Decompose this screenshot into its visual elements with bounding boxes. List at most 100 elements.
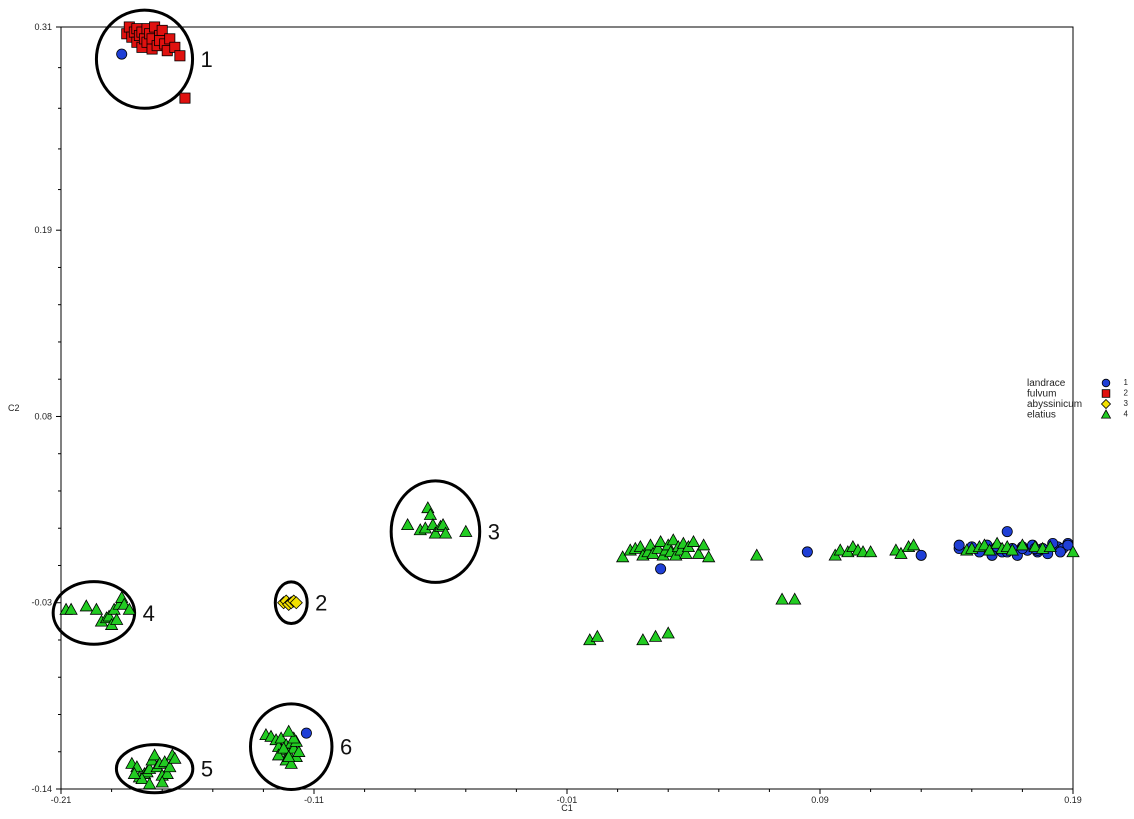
elatius-point (643, 538, 658, 551)
y-tick-label: 0.19 (34, 225, 52, 235)
fulvum-point (179, 92, 191, 104)
cluster-3-ellipse (389, 479, 482, 584)
legend-label-abyssinicum: abyssinicum (1027, 399, 1082, 410)
legend-marker-fulvum (1101, 389, 1111, 398)
landrace-point (801, 546, 813, 558)
elatius-point (287, 731, 301, 744)
legend-label-elatius: elatius (1027, 410, 1056, 421)
elatius-point (661, 626, 675, 639)
cluster-6-label: 6 (340, 735, 352, 760)
elatius-point (122, 602, 136, 615)
legend-code-elatius: 4 (1124, 410, 1129, 419)
y-tick-label: 0.08 (34, 411, 52, 421)
elatius-point (127, 766, 142, 779)
cluster-3-label: 3 (488, 520, 500, 545)
series-elatius (59, 501, 1080, 790)
landrace-point (1001, 526, 1013, 538)
elatius-point (906, 538, 921, 551)
elatius-point (653, 534, 668, 547)
legend-marker-abyssinicum (1100, 398, 1112, 410)
elatius-point (276, 741, 291, 754)
fulvum-point (174, 50, 186, 62)
landrace-point (300, 727, 312, 739)
elatius-point (894, 546, 908, 559)
elatius-point (686, 534, 701, 547)
elatius-point (679, 546, 693, 559)
elatius-point (426, 518, 440, 531)
elatius-point (438, 526, 453, 539)
elatius-point (147, 748, 162, 761)
data-points (59, 21, 1080, 790)
elatius-point (1028, 540, 1042, 553)
legend-label-landrace: landrace (1027, 378, 1066, 389)
y-axis-label: C2 (8, 403, 20, 413)
elatius-point (282, 750, 296, 763)
x-axis-label: C1 (561, 803, 573, 813)
elatius-point (633, 540, 648, 553)
elatius-point (833, 543, 847, 556)
legend-code-abyssinicum: 3 (1124, 399, 1129, 408)
elatius-point (79, 599, 93, 612)
x-tick-label: -0.11 (304, 795, 324, 805)
elatius-point (89, 602, 104, 615)
landrace-point (655, 563, 667, 575)
elatius-point (163, 760, 177, 773)
x-tick-label: 0.19 (1064, 795, 1082, 805)
cluster-1-ellipse (94, 8, 195, 110)
elatius-point (274, 731, 288, 744)
legend-code-fulvum: 2 (1124, 389, 1129, 398)
cluster-5-label: 5 (201, 757, 213, 782)
elatius-point (982, 543, 997, 556)
elatius-point (666, 533, 680, 546)
y-tick-label: -0.03 (31, 598, 52, 608)
cluster-annotations: 1 2 3 4 5 6 (51, 8, 500, 795)
series-fulvum (121, 21, 191, 104)
elatius-point (423, 507, 438, 520)
elatius-point (160, 766, 174, 779)
axes: -0.21 -0.11 -0.01 0.09 0.19 -0.14 -0.03 0.08 0.1… (31, 22, 1081, 805)
elatius-point (615, 550, 630, 563)
legend-code-landrace: 1 (1124, 378, 1129, 387)
legend-label-fulvum: fulvum (1027, 389, 1056, 400)
elatius-point (400, 518, 415, 531)
elatius-point (436, 518, 450, 531)
x-tick-label: 0.09 (811, 795, 829, 805)
y-tick-label: 0.31 (34, 22, 52, 32)
elatius-point (282, 724, 296, 737)
fulvum-point (156, 24, 168, 36)
elatius-point (142, 777, 157, 790)
elatius-point (702, 550, 716, 563)
elatius-point (292, 744, 306, 757)
x-tick-label: -0.21 (51, 795, 72, 805)
elatius-point (1015, 538, 1030, 551)
elatius-point (775, 592, 789, 605)
elatius-point (155, 775, 169, 788)
elatius-point (691, 546, 706, 559)
elatius-point (788, 592, 802, 605)
cluster-5-ellipse (114, 743, 195, 795)
landrace-point (915, 549, 927, 561)
landrace-point (953, 539, 965, 551)
series-abyssinicum (277, 594, 303, 611)
elatius-point (271, 748, 286, 761)
elatius-point (284, 756, 298, 769)
elatius-point (1066, 545, 1080, 558)
elatius-point (696, 538, 711, 551)
elatius-point (750, 548, 764, 561)
elatius-point (590, 629, 605, 642)
abyssinicum-point (289, 596, 303, 610)
cluster-6-ellipse (248, 702, 334, 792)
legend-marker-landrace (1101, 378, 1111, 388)
plot-frame (60, 26, 1074, 790)
elatius-point (459, 524, 473, 537)
cluster-2-label: 2 (315, 591, 327, 616)
elatius-point (102, 609, 116, 622)
elatius-point (636, 633, 650, 646)
legend: landrace 1 fulvum 2 abyssinicum 3 elatius 4 (1027, 378, 1129, 421)
elatius-point (648, 629, 663, 642)
elatius-point (1005, 543, 1019, 556)
y-tick-label: -0.14 (31, 784, 52, 794)
elatius-point (428, 526, 443, 539)
cluster-2-ellipse (273, 580, 309, 626)
